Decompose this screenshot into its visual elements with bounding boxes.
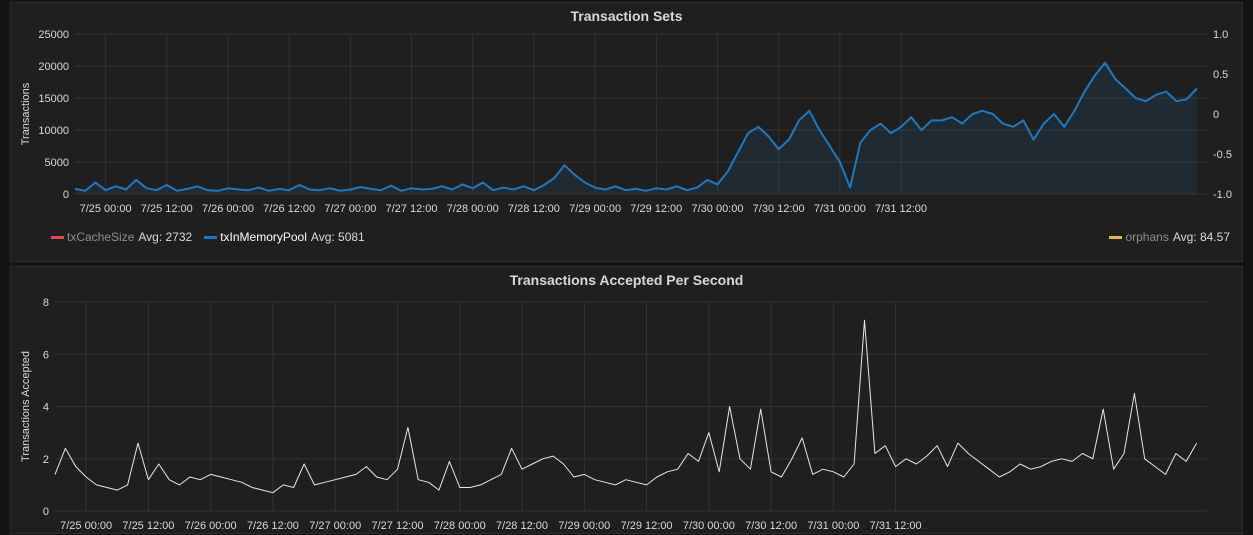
y2-tick-label: 0.5: [1213, 69, 1228, 81]
y-tick-label: 20000: [38, 61, 69, 73]
x-tick-label: 7/31 00:00: [814, 203, 866, 215]
series-line: [54, 319, 1198, 494]
legend-item-txcachesize[interactable]: txCacheSize Avg: 2732: [51, 230, 192, 244]
x-tick-label: 7/31 12:00: [870, 520, 922, 532]
transactions-accepted-chart[interactable]: 0 2 4 6 8 7/25 00:00 7/25 12:00 7/26 00:00 7/26 …: [11, 267, 1244, 535]
transaction-sets-chart[interactable]: 0 5000 10000 15000 20000 25000 7/25 00:00 7/25 …: [11, 3, 1244, 263]
legend-swatch-red: [51, 235, 64, 239]
panel-title[interactable]: Transaction Sets: [570, 8, 683, 24]
legend-series-name: orphans: [1125, 230, 1169, 244]
legend-swatch-yellow: [1109, 235, 1123, 239]
legend-series-name: txCacheSize: [67, 230, 135, 244]
y2-tick-label: -1.0: [1213, 189, 1232, 201]
legend-avg: Avg: 5081: [310, 230, 365, 244]
y2-tick-label: -0.5: [1213, 149, 1232, 161]
x-tick-label: 7/26 12:00: [263, 203, 315, 215]
x-tick-label: 7/30 12:00: [753, 203, 805, 215]
y-tick-label: 2: [43, 454, 49, 466]
x-tick-label: 7/25 00:00: [80, 203, 132, 215]
legend-avg: Avg: 84.57: [1172, 230, 1230, 244]
y-tick-label: 25000: [38, 29, 69, 41]
legend-left: txCacheSize Avg: 2732 txInMemoryPool Avg…: [51, 230, 373, 244]
panel-title[interactable]: Transactions Accepted Per Second: [509, 272, 744, 288]
x-tick-label: 7/27 12:00: [371, 520, 423, 532]
legend-right: orphans Avg: 84.57: [1109, 230, 1230, 244]
series-area: [75, 62, 1197, 194]
y-tick-label: 6: [43, 349, 49, 361]
transactions-accepted-panel: Transactions Accepted Per Second 0 2 4 6 8 7/…: [10, 266, 1243, 534]
x-tick-label: 7/26 12:00: [247, 520, 299, 532]
x-tick-label: 7/28 00:00: [434, 520, 486, 532]
y-tick-label: 4: [43, 402, 49, 414]
legend-item-txinmemorypool[interactable]: txInMemoryPool Avg: 5081: [204, 230, 365, 244]
x-tick-label: 7/27 00:00: [309, 520, 361, 532]
x-tick-label: 7/26 00:00: [202, 203, 254, 215]
x-tick-label: 7/29 12:00: [621, 520, 673, 532]
y2-tick-label: 0: [1213, 109, 1219, 121]
y-axis-label: Transactions: [20, 82, 32, 145]
y-tick-label: 0: [63, 189, 69, 201]
x-tick-label: 7/25 00:00: [60, 520, 112, 532]
x-tick-label: 7/29 00:00: [569, 203, 621, 215]
y-tick-label: 0: [43, 506, 49, 518]
x-tick-label: 7/31 00:00: [807, 520, 859, 532]
x-tick-label: 7/26 00:00: [185, 520, 237, 532]
legend-swatch-blue: [204, 235, 218, 239]
x-tick-label: 7/25 12:00: [141, 203, 193, 215]
x-tick-label: 7/27 00:00: [324, 203, 376, 215]
x-tick-label: 7/30 00:00: [683, 520, 735, 532]
x-tick-label: 7/28 00:00: [447, 203, 499, 215]
y-axis-label: Transactions Accepted: [20, 351, 32, 462]
x-tick-label: 7/30 12:00: [745, 520, 797, 532]
y2-tick-label: 1.0: [1213, 29, 1228, 41]
y-tick-label: 8: [43, 297, 49, 309]
y-tick-label: 15000: [38, 93, 69, 105]
x-tick-label: 7/25 12:00: [122, 520, 174, 532]
legend-avg: Avg: 2732: [138, 230, 193, 244]
x-tick-label: 7/27 12:00: [386, 203, 438, 215]
y-tick-label: 10000: [38, 125, 69, 137]
series-line: [74, 61, 1198, 192]
legend-item-orphans[interactable]: orphans Avg: 84.57: [1109, 230, 1230, 244]
x-tick-label: 7/28 12:00: [508, 203, 560, 215]
x-tick-label: 7/29 12:00: [630, 203, 682, 215]
legend-series-name: txInMemoryPool: [220, 230, 307, 244]
x-tick-label: 7/30 00:00: [691, 203, 743, 215]
x-tick-label: 7/29 00:00: [558, 520, 610, 532]
y-tick-label: 5000: [45, 157, 69, 169]
transaction-sets-panel: Transaction Sets 0 5000 10000 15000 20000 250…: [10, 2, 1243, 262]
x-tick-label: 7/28 12:00: [496, 520, 548, 532]
x-tick-label: 7/31 12:00: [875, 203, 927, 215]
